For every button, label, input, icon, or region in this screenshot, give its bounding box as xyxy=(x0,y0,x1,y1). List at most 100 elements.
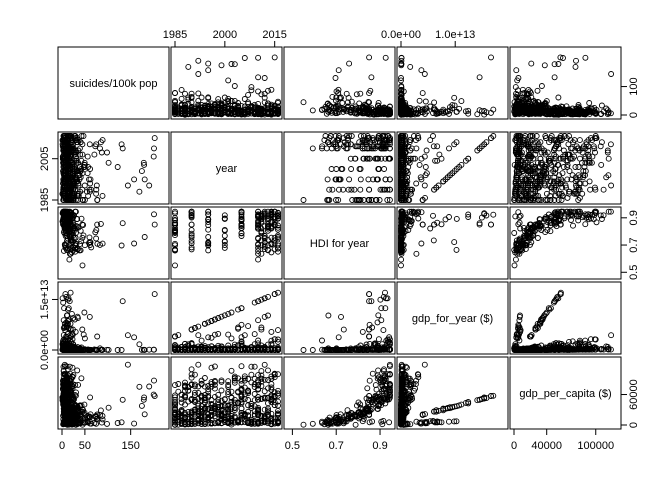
scatter-point xyxy=(84,153,91,160)
scatter-point xyxy=(537,102,544,109)
scatter-point xyxy=(221,227,228,234)
scatter-point xyxy=(381,166,388,172)
scatter-point xyxy=(221,107,228,114)
scatter-point xyxy=(205,234,212,240)
scatter-point xyxy=(370,111,377,118)
points xyxy=(511,133,615,203)
scatter-point xyxy=(75,159,82,166)
scatter-point xyxy=(440,106,447,113)
scatter-point xyxy=(60,299,67,306)
scatter-point xyxy=(529,133,536,139)
scatter-point xyxy=(607,141,614,148)
scatter-point xyxy=(555,197,562,203)
scatter-point xyxy=(409,111,416,118)
scatter-point xyxy=(572,63,579,70)
scatter-point xyxy=(534,197,541,203)
scatter-point xyxy=(398,172,405,179)
scatter-point xyxy=(221,232,228,239)
scatter-point xyxy=(151,135,158,142)
scatter-point xyxy=(604,149,611,156)
scatter-point xyxy=(398,104,405,111)
scatter-point xyxy=(366,54,373,61)
scatter-point xyxy=(205,60,212,67)
scatter-point xyxy=(346,176,353,183)
scatter-point xyxy=(62,242,69,249)
scatter-point xyxy=(188,210,195,217)
scatter-point xyxy=(520,105,527,111)
scatter-point xyxy=(275,245,281,252)
scatter-point xyxy=(573,184,580,191)
scatter-point xyxy=(382,133,388,139)
scatter-point xyxy=(71,242,78,248)
scatter-point xyxy=(593,219,600,226)
panel-r3-c2 xyxy=(170,206,283,280)
scatter-point xyxy=(327,133,334,139)
scatter-point xyxy=(520,168,527,175)
scatter-point xyxy=(271,54,278,61)
scatter-point xyxy=(321,105,328,112)
scatter-point xyxy=(411,209,417,216)
scatter-point xyxy=(131,176,138,183)
scatter-point xyxy=(93,182,100,189)
scatter-point xyxy=(178,95,185,102)
scatter-point xyxy=(131,240,138,247)
scatter-point xyxy=(513,103,520,110)
scatter-point xyxy=(221,244,228,251)
scatter-point xyxy=(332,75,339,81)
scatter-point xyxy=(255,225,262,232)
scatter-point xyxy=(198,108,205,115)
scatter-point xyxy=(427,225,434,232)
scatter-point xyxy=(255,235,262,242)
scatter-point xyxy=(93,346,100,353)
scatter-point xyxy=(418,109,425,115)
scatter-point xyxy=(238,233,245,239)
scatter-point xyxy=(172,222,178,228)
scatter-point xyxy=(258,229,265,236)
scatter-point xyxy=(375,166,382,172)
scatter-point xyxy=(73,149,80,156)
scatter-point xyxy=(398,139,405,146)
scatter-point xyxy=(275,234,281,240)
scatter-point xyxy=(413,180,420,187)
scatter-point xyxy=(551,174,558,181)
scatter-point xyxy=(225,98,232,105)
scatter-point xyxy=(238,230,245,237)
scatter-point xyxy=(513,164,520,170)
scatter-point xyxy=(241,109,248,116)
scatter-point xyxy=(63,166,70,172)
panel-frame xyxy=(396,131,509,205)
scatter-point xyxy=(268,210,275,217)
scatter-point xyxy=(97,139,104,146)
scatter-point xyxy=(182,107,188,114)
scatter-point xyxy=(582,168,589,175)
scatter-point xyxy=(580,172,587,179)
scatter-point xyxy=(570,139,576,146)
scatter-point xyxy=(474,147,481,154)
scatter-point xyxy=(511,194,518,201)
panel-r1-c4 xyxy=(396,46,509,120)
panel-r3-c1 xyxy=(57,206,170,280)
scatter-point xyxy=(188,232,195,239)
panel-r1-c2 xyxy=(170,46,283,120)
scatter-point xyxy=(515,157,522,164)
scatter-point xyxy=(73,178,80,185)
scatter-point xyxy=(66,232,73,239)
scatter-point xyxy=(124,182,131,189)
scatter-point xyxy=(136,341,143,348)
scatter-point xyxy=(255,247,262,254)
scatter-point xyxy=(553,182,559,189)
scatter-point xyxy=(309,107,316,114)
panel-frame xyxy=(283,46,396,120)
scatter-point xyxy=(60,219,67,226)
scatter-point xyxy=(456,164,463,170)
scatter-point xyxy=(513,147,520,154)
scatter-point xyxy=(188,240,195,247)
scatter-point xyxy=(172,215,178,222)
scatter-point xyxy=(255,241,262,248)
scatter-point xyxy=(562,151,569,158)
scatter-point xyxy=(559,192,566,199)
scatter-point xyxy=(72,234,79,241)
scatter-point xyxy=(300,197,307,203)
scatter-point xyxy=(404,174,411,181)
scatter-point xyxy=(516,219,523,226)
